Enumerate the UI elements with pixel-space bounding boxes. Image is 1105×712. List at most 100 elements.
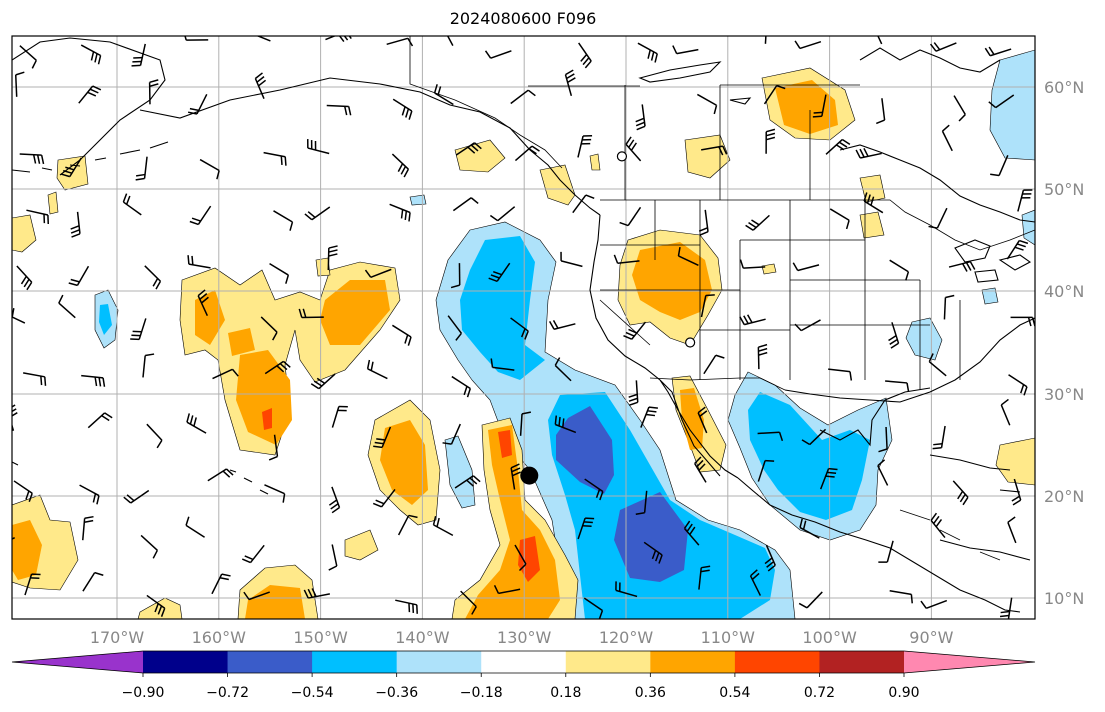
wind-barb [135,156,148,181]
wind-barb [68,265,90,287]
wind-barb [739,259,766,269]
wind-barb [189,205,212,226]
wind-barb [327,245,338,271]
wind-barb [703,354,725,375]
wind-barb [460,590,477,615]
wind-barb [148,79,159,105]
colorbar-segment [819,651,905,673]
wind-barb [677,246,699,266]
gulf-coast [784,317,1035,403]
alaska-canada-border [409,36,563,169]
wind-barb [554,415,577,434]
blue-region-pacific-small-core [99,304,112,335]
latitude-tick-labels: 10°N 20°N 30°N 40°N 50°N 60°N [1044,78,1084,608]
wind-barb [812,94,827,118]
colorbar-tick-label: −0.54 [291,685,334,701]
wind-barb [698,565,711,590]
wind-barb [745,214,770,231]
wind-barb [510,317,529,340]
pos-region-canada-north-core [775,80,838,134]
pos-region-central-strip-core [380,420,428,505]
lon-tick-label: 90°W [909,628,953,647]
pos-region-gulf-east [995,437,1035,486]
wind-barb [628,380,639,406]
wind-barb [672,45,699,55]
wind-barb [187,255,211,269]
wind-barb [432,515,454,537]
wind-barb [211,573,231,595]
pos-region-red-c [518,536,540,582]
colorbar-tick-label: −0.90 [122,685,165,701]
negative-anomaly-regions [94,49,1035,619]
wind-barb [140,534,159,559]
map-grid [12,36,1035,619]
wind-barb [1007,516,1017,544]
pos-region-west-edge [12,214,37,253]
wind-barb [442,423,461,445]
wind-barb [875,98,886,125]
wind-barb [14,71,25,97]
wind-barb [446,36,454,46]
wind-barb [583,597,604,619]
wind-barb [920,599,948,610]
storm-center-marker [520,466,539,485]
wind-barb [19,153,45,165]
wind-barb [493,584,521,595]
wind-barb [13,480,33,503]
colorbar-extend-max [904,651,1035,673]
wind-barb [79,484,100,505]
colorbar-tick-label: −0.36 [375,685,418,701]
wind-barb [490,358,515,371]
wind-barb [60,157,82,178]
colorbar-tick-label: 0.54 [719,685,750,701]
wind-barb [184,36,209,41]
wind-barb [819,467,838,490]
lon-tick-label: 110°W [701,628,756,647]
wind-barb [331,405,348,428]
lon-tick-label: 160°W [192,628,247,647]
map-title: 2024080600 F096 [449,9,597,28]
wind-barb [855,147,882,159]
pos-region-small-a [344,529,379,561]
colorbar-segment [227,651,313,673]
cuba-caribbean [929,454,1031,561]
wind-barb [146,423,163,449]
wind-barb [990,155,1009,177]
colorbar-segment [143,651,229,673]
colorbar-tick-label: −0.18 [460,685,503,701]
wind-barb [999,597,1013,619]
us-west-coast [589,214,739,479]
coastlines [12,37,1035,613]
wind-barb [1006,239,1029,260]
wind-barb [78,85,102,104]
wind-barb [514,145,540,162]
blue-region-ohio [981,287,999,305]
lon-tick-label: 150°W [293,628,348,647]
wind-barb [273,210,294,231]
wind-barb [392,98,413,120]
wind-barb [943,294,955,320]
wind-barb [765,128,776,154]
wind-barb [878,426,888,453]
wind-barb [328,544,338,571]
wind-barb [572,194,595,214]
colorbar-extend-min [12,651,143,673]
wind-barb [268,434,279,461]
wind-barb [1017,189,1033,212]
lon-tick-label: 120°W [599,628,654,647]
wind-barb [16,265,33,291]
wind-barb [131,43,146,67]
wind-barb [1000,398,1011,426]
wind-barb [801,428,827,446]
wind-barb [798,591,823,609]
wind-barb [825,138,851,155]
wind-barb [87,412,113,429]
canada-provinces [528,84,860,200]
wind-barb [26,209,50,225]
wind-barb [123,489,150,504]
wind-barb [828,368,853,381]
wind-barb [694,456,707,483]
wind-barb [372,489,396,508]
wind-barb [763,84,786,105]
wind-barb [952,480,969,506]
